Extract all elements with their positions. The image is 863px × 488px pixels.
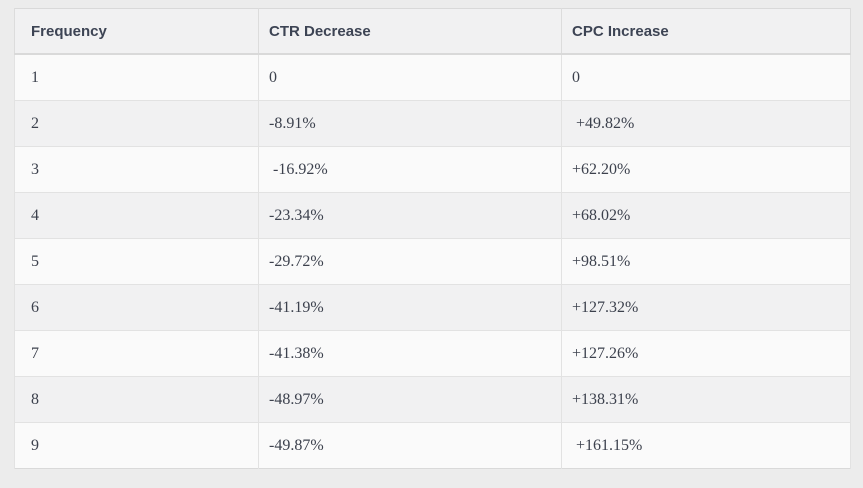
header-row: Frequency CTR Decrease CPC Increase <box>14 8 851 55</box>
table-cell: +161.15% <box>561 422 851 469</box>
table-cell: +68.02% <box>561 192 851 239</box>
table-cell: 0 <box>258 53 562 101</box>
table-row: 7 -41.38% +127.26% <box>14 330 851 377</box>
table-cell: +127.32% <box>561 284 851 331</box>
table-cell: -8.91% <box>258 100 562 147</box>
table-cell: 5 <box>14 238 259 285</box>
table-cell: 4 <box>14 192 259 239</box>
table-cell: -23.34% <box>258 192 562 239</box>
table-cell: -48.97% <box>258 376 562 423</box>
table-cell: 0 <box>561 53 851 101</box>
table-cell: 2 <box>14 100 259 147</box>
table-row: 9 -49.87% +161.15% <box>14 422 851 469</box>
table-cell: +49.82% <box>561 100 851 147</box>
table-cell: +127.26% <box>561 330 851 377</box>
table-cell: +138.31% <box>561 376 851 423</box>
column-header-frequency: Frequency <box>14 8 259 55</box>
table-cell: -29.72% <box>258 238 562 285</box>
table-cell: 8 <box>14 376 259 423</box>
table-cell: -49.87% <box>258 422 562 469</box>
column-header-ctr-decrease: CTR Decrease <box>258 8 562 55</box>
table-row: 6 -41.19% +127.32% <box>14 284 851 331</box>
table-cell: 3 <box>14 146 259 193</box>
table-cell: -41.38% <box>258 330 562 377</box>
table-cell: -41.19% <box>258 284 562 331</box>
table-row: 4 -23.34% +68.02% <box>14 192 851 239</box>
table-cell: +98.51% <box>561 238 851 285</box>
table-row: 8 -48.97% +138.31% <box>14 376 851 423</box>
table-cell: -16.92% <box>258 146 562 193</box>
table-cell: 7 <box>14 330 259 377</box>
table-row: 5 -29.72% +98.51% <box>14 238 851 285</box>
table-cell: 9 <box>14 422 259 469</box>
table-cell: +62.20% <box>561 146 851 193</box>
table-cell: 1 <box>14 53 259 101</box>
table-body: 1 0 0 2 -8.91% +49.82% 3 -16.92% +62.20% 4 -23.3… <box>14 53 851 469</box>
table-row: 3 -16.92% +62.20% <box>14 146 851 193</box>
table-row: 2 -8.91% +49.82% <box>14 100 851 147</box>
table-cell: 6 <box>14 284 259 331</box>
column-header-cpc-increase: CPC Increase <box>561 8 851 55</box>
